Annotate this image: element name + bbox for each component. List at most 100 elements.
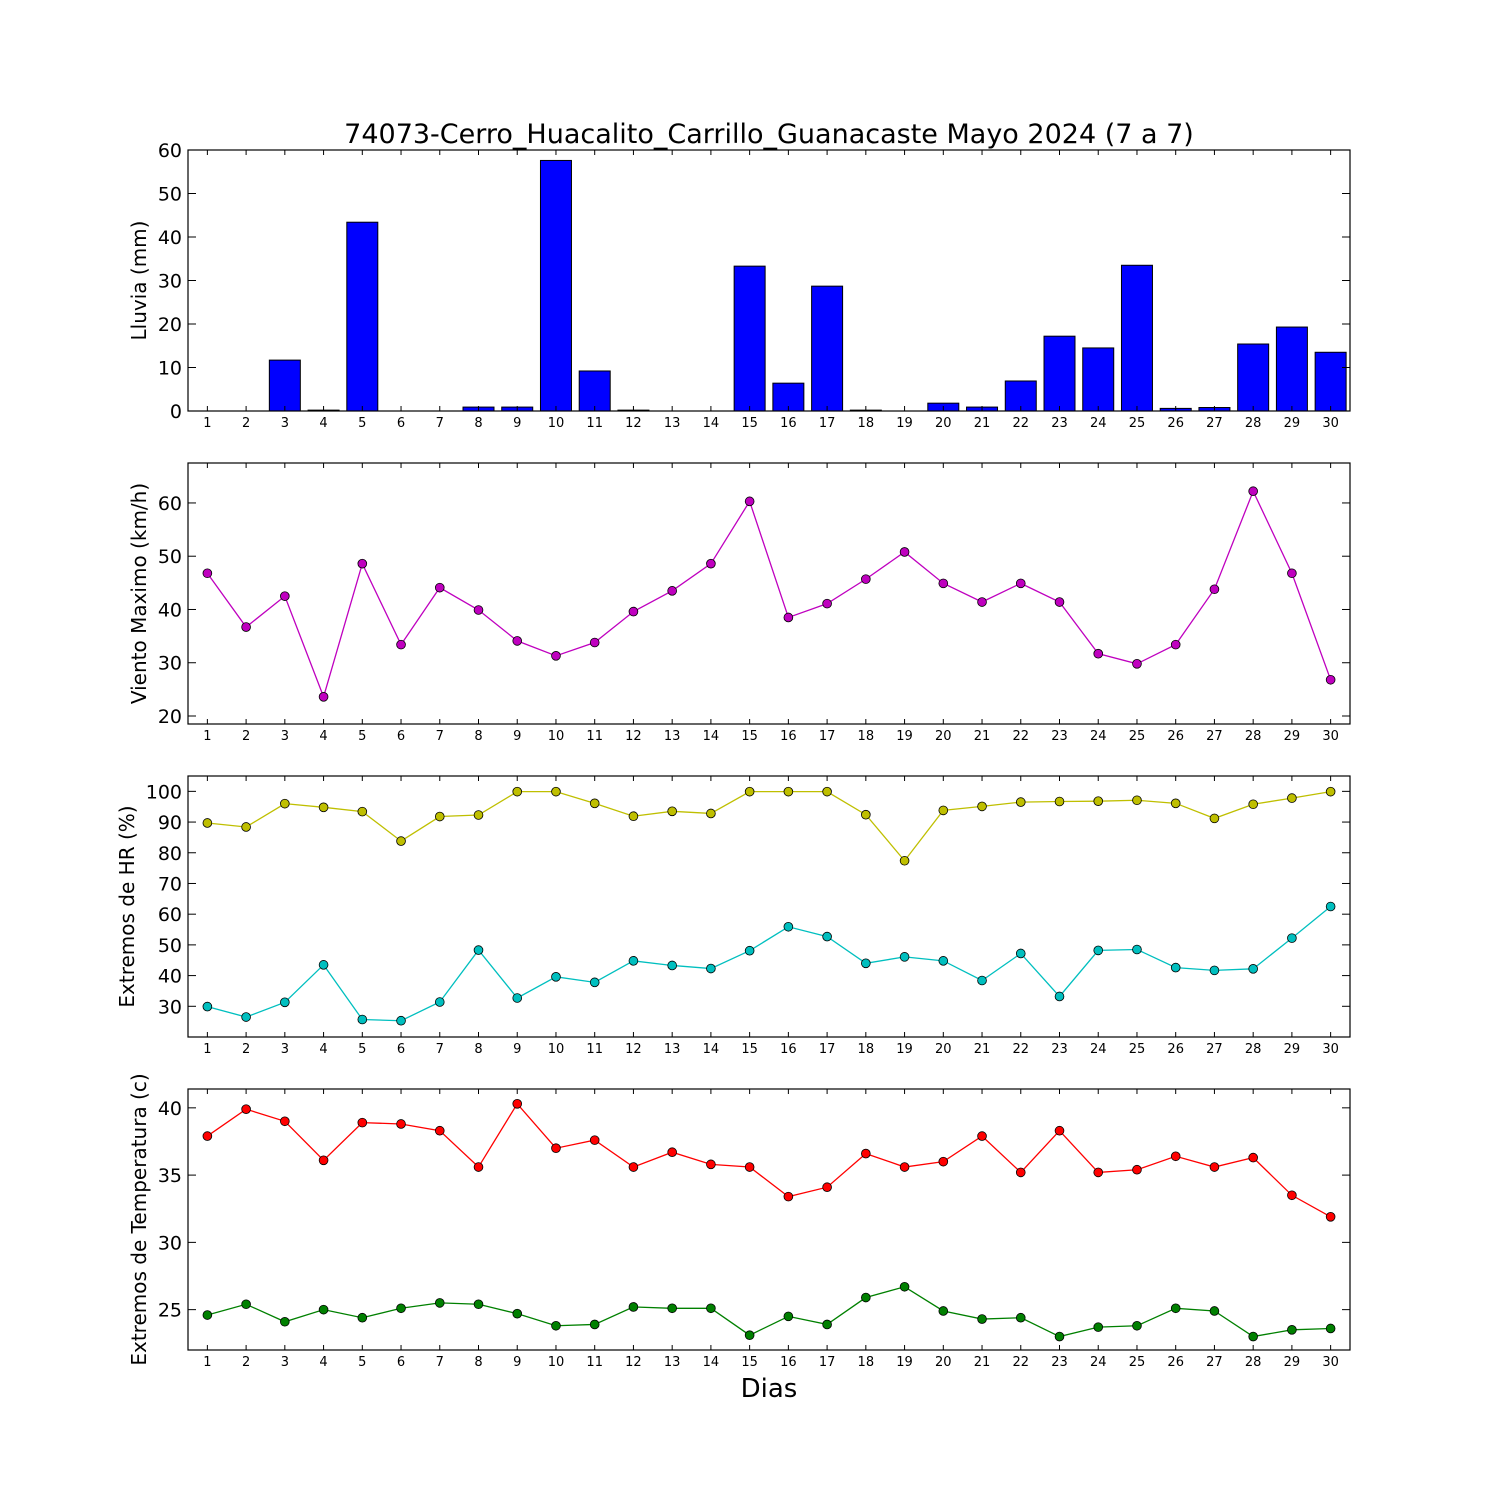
series-2-point-day-4 — [318, 1304, 329, 1315]
series-2-point-day-17 — [822, 1319, 832, 1330]
series-1-point-day-19 — [899, 1162, 910, 1172]
panel-3: 1 2 3 4 5 6 7 8 9 10 11 12 13 14 15 16 17 18 19 20 21 22 23 24 2… — [115, 775, 1351, 1057]
series-1-point-day-16 — [783, 1191, 794, 1202]
x-tick-label: 21 — [974, 1042, 991, 1057]
series-1-point-day-20 — [938, 805, 949, 816]
bar-day-23 — [1043, 335, 1076, 412]
x-tick-label: 30 — [1322, 1355, 1339, 1370]
x-tick-label: 29 — [1284, 729, 1301, 744]
y-tick-label: 50 — [158, 935, 182, 957]
series-1-point-day-2 — [241, 1104, 251, 1114]
series-1-point-day-24 — [1093, 796, 1104, 806]
series-2-point-day-18 — [861, 958, 871, 969]
series-1-point-day-8 — [473, 1162, 484, 1172]
bar-day-25 — [1120, 264, 1153, 412]
panel-4: 1 2 3 4 5 6 7 8 9 10 11 12 13 14 15 16 17 18 19 20 21 22 23 24 2… — [127, 1073, 1351, 1370]
series-1-point-day-30 — [1325, 1212, 1336, 1222]
series-2-point-day-26 — [1170, 1303, 1181, 1314]
series-2-point-day-25 — [1132, 944, 1142, 955]
x-tick-label: 23 — [1051, 416, 1068, 431]
x-tick-label: 12 — [625, 1355, 642, 1370]
x-tick-label: 16 — [780, 1042, 797, 1057]
series-2-point-day-23 — [1054, 1331, 1065, 1342]
series-1-point-day-28 — [1248, 799, 1258, 810]
y-axis-label: Lluvia (mm) — [127, 221, 151, 341]
series-1-point-day-17 — [822, 1182, 832, 1193]
series-1-point-day-18 — [861, 809, 871, 820]
x-tick-label: 24 — [1090, 1042, 1107, 1057]
x-tick-label: 22 — [1012, 416, 1029, 431]
x-tick-label: 30 — [1322, 416, 1339, 431]
y-tick-label: 25 — [158, 1300, 182, 1322]
bar-day-22 — [1004, 380, 1037, 412]
series-2-point-day-2 — [241, 1299, 251, 1310]
series-2-point-day-21 — [977, 975, 987, 986]
series-2-point-day-12 — [628, 956, 639, 966]
series-1-point-day-27 — [1209, 584, 1220, 595]
series-1-point-day-1 — [202, 568, 213, 579]
series-1-point-day-22 — [1015, 797, 1026, 807]
series-1-point-day-30 — [1325, 786, 1336, 797]
series-2-point-day-24 — [1093, 1322, 1104, 1332]
series-1-point-day-29 — [1287, 1190, 1297, 1201]
bar-day-17 — [811, 285, 844, 412]
x-tick-label: 8 — [474, 1042, 482, 1057]
series-1-point-day-19 — [899, 547, 910, 557]
x-tick-label: 25 — [1129, 1355, 1146, 1370]
series-2-point-day-24 — [1093, 945, 1104, 956]
panel-1: 1 2 3 4 5 6 7 8 9 10 11 12 13 14 15 16 17 18 19 20 21 22 23 24 2… — [127, 140, 1351, 431]
bar-day-28 — [1237, 343, 1270, 412]
y-tick-label: 40 — [158, 599, 182, 621]
x-tick-label: 3 — [281, 729, 289, 744]
x-tick-label: 27 — [1206, 729, 1223, 744]
series-2-point-day-1 — [202, 1001, 213, 1012]
x-tick-label: 6 — [397, 729, 405, 744]
x-tick-label: 19 — [896, 1355, 913, 1370]
series-1-point-day-14 — [706, 1159, 716, 1170]
y-tick-label: 30 — [158, 653, 182, 675]
x-tick-label: 22 — [1012, 729, 1029, 744]
series-2-point-day-7 — [434, 997, 445, 1007]
series-1-point-day-3 — [280, 1116, 290, 1127]
x-tick-label: 17 — [819, 416, 836, 431]
series-1-point-day-8 — [473, 605, 484, 615]
series-2-point-day-19 — [899, 1281, 910, 1292]
series-2-point-day-29 — [1287, 933, 1297, 943]
y-axis-label: Extremos de HR (%) — [115, 805, 139, 1007]
series-1-point-day-22 — [1015, 1167, 1026, 1178]
series-2-point-day-1 — [202, 1310, 213, 1320]
series-1-point-day-25 — [1132, 795, 1142, 806]
x-tick-label: 8 — [474, 729, 482, 744]
series-2-point-day-15 — [744, 1330, 755, 1340]
series-1-point-day-13 — [667, 586, 677, 596]
series-2-point-day-27 — [1209, 965, 1220, 976]
series-2-point-day-14 — [706, 1303, 716, 1314]
series-2-point-day-8 — [473, 1299, 484, 1310]
series-2-point-day-30 — [1325, 1323, 1336, 1334]
series-line-1 — [207, 791, 1331, 862]
y-tick-label: 50 — [158, 546, 182, 568]
series-1-point-day-11 — [589, 798, 600, 809]
y-tick-label: 40 — [158, 1098, 182, 1120]
bar-day-11 — [578, 370, 611, 412]
series-1-point-day-20 — [938, 578, 949, 589]
x-tick-label: 16 — [780, 729, 797, 744]
bar-day-3 — [268, 359, 301, 412]
series-1-point-day-19 — [899, 855, 910, 866]
x-tick-label: 2 — [242, 729, 250, 744]
x-tick-label: 20 — [935, 1042, 952, 1057]
series-1-point-day-10 — [551, 1143, 561, 1153]
series-1-point-day-27 — [1209, 1162, 1220, 1172]
series-2-point-day-11 — [589, 977, 600, 988]
series-2-point-day-10 — [551, 1320, 561, 1331]
y-tick-label: 10 — [158, 358, 182, 380]
x-tick-label: 26 — [1167, 1042, 1184, 1057]
y-tick-label: 35 — [158, 1165, 182, 1187]
series-1-point-day-18 — [861, 1148, 871, 1159]
series-2-point-day-6 — [396, 1303, 406, 1314]
x-tick-label: 15 — [741, 1355, 758, 1370]
series-1-point-day-26 — [1170, 1151, 1181, 1162]
y-tick-label: 20 — [158, 706, 182, 728]
